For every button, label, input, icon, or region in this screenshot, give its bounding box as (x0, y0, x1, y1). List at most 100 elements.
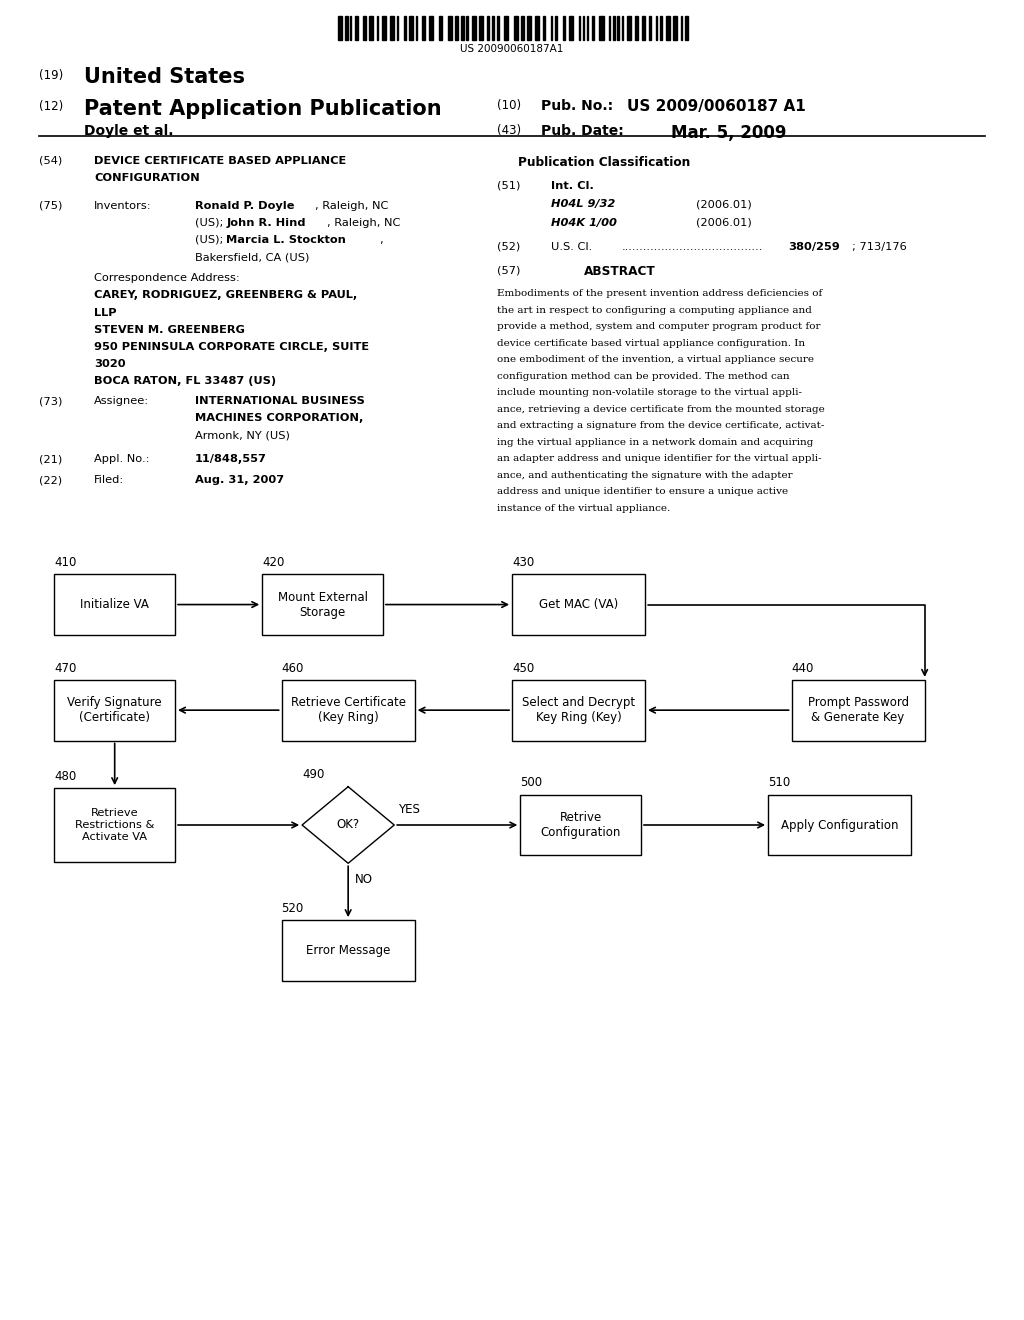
Bar (404, 16, 407, 40)
Bar (345, 16, 348, 40)
Text: (43): (43) (497, 124, 521, 137)
Text: (2006.01): (2006.01) (696, 199, 752, 210)
Text: Appl. No.:: Appl. No.: (94, 454, 150, 465)
Text: 490: 490 (302, 768, 325, 781)
Text: instance of the virtual appliance.: instance of the virtual appliance. (497, 503, 670, 512)
Bar (369, 16, 373, 40)
Text: include mounting non-volatile storage to the virtual appli-: include mounting non-volatile storage to… (497, 388, 802, 397)
Bar (492, 16, 494, 40)
Text: 460: 460 (282, 661, 304, 675)
Bar (521, 16, 524, 40)
Text: 420: 420 (262, 556, 285, 569)
Text: Select and Decrypt
Key Ring (Key): Select and Decrypt Key Ring (Key) (522, 696, 635, 725)
Text: Get MAC (VA): Get MAC (VA) (539, 598, 618, 611)
Text: .......................................: ....................................... (622, 242, 763, 252)
Bar (486, 16, 488, 40)
Text: Apply Configuration: Apply Configuration (781, 818, 898, 832)
Text: STEVEN M. GREENBERG: STEVEN M. GREENBERG (94, 325, 245, 335)
Bar (792, 680, 925, 741)
Text: John R. Hind: John R. Hind (226, 218, 306, 228)
Text: Doyle et al.: Doyle et al. (84, 124, 173, 139)
Text: Armonk, NY (US): Armonk, NY (US) (195, 430, 290, 441)
Text: 510: 510 (768, 776, 791, 789)
Bar (505, 16, 509, 40)
Bar (613, 16, 614, 40)
Text: MACHINES CORPORATION,: MACHINES CORPORATION, (195, 413, 362, 424)
Text: (12): (12) (39, 100, 63, 114)
Text: NO: NO (355, 873, 374, 886)
Bar (555, 16, 557, 40)
Bar (514, 16, 518, 40)
Text: CAREY, RODRIGUEZ, GREENBERG & PAUL,: CAREY, RODRIGUEZ, GREENBERG & PAUL, (94, 290, 357, 301)
Bar (617, 16, 618, 40)
Bar (520, 795, 641, 855)
Text: (51): (51) (497, 181, 520, 191)
Bar (54, 680, 175, 741)
Text: United States: United States (84, 67, 245, 87)
Bar (447, 16, 452, 40)
Text: YES: YES (398, 803, 420, 816)
Bar (655, 16, 656, 40)
Bar (472, 16, 476, 40)
Text: 430: 430 (512, 556, 535, 569)
Text: (75): (75) (39, 201, 62, 211)
Text: 500: 500 (520, 776, 543, 789)
Text: (54): (54) (39, 156, 62, 166)
Text: 480: 480 (54, 770, 77, 783)
Bar (685, 16, 688, 40)
Text: 440: 440 (792, 661, 814, 675)
Bar (636, 16, 639, 40)
Text: Patent Application Publication: Patent Application Publication (84, 99, 441, 119)
Bar (512, 680, 645, 741)
Text: H04L 9/32: H04L 9/32 (551, 199, 615, 210)
Bar (622, 16, 624, 40)
Text: Marcia L. Stockton: Marcia L. Stockton (226, 235, 346, 246)
Bar (768, 795, 911, 855)
Bar (627, 16, 631, 40)
Text: BOCA RATON, FL 33487 (US): BOCA RATON, FL 33487 (US) (94, 376, 276, 387)
Text: provide a method, system and computer program product for: provide a method, system and computer pr… (497, 322, 820, 331)
Bar (439, 16, 442, 40)
Bar (466, 16, 468, 40)
Text: Initialize VA: Initialize VA (80, 598, 150, 611)
Text: Bakersfield, CA (US): Bakersfield, CA (US) (195, 252, 309, 263)
Text: Mount External
Storage: Mount External Storage (278, 590, 368, 619)
Bar (362, 16, 366, 40)
Text: US 20090060187A1: US 20090060187A1 (461, 44, 563, 54)
Text: the art in respect to configuring a computing appliance and: the art in respect to configuring a comp… (497, 305, 811, 314)
Text: (19): (19) (39, 69, 63, 82)
Bar (378, 16, 379, 40)
Text: 450: 450 (512, 661, 535, 675)
Text: Pub. No.:: Pub. No.: (541, 99, 612, 114)
Text: CONFIGURATION: CONFIGURATION (94, 173, 200, 183)
Text: Filed:: Filed: (94, 475, 125, 486)
Text: , Raleigh, NC: , Raleigh, NC (315, 201, 389, 211)
Bar (512, 574, 645, 635)
Bar (660, 16, 663, 40)
Bar (455, 16, 458, 40)
Bar (568, 16, 572, 40)
Text: US 2009/0060187 A1: US 2009/0060187 A1 (627, 99, 806, 114)
Bar (338, 16, 342, 40)
Bar (355, 16, 358, 40)
Text: U.S. Cl.: U.S. Cl. (551, 242, 592, 252)
Bar (527, 16, 531, 40)
Text: ABSTRACT: ABSTRACT (584, 265, 655, 279)
Bar (479, 16, 483, 40)
Text: 950 PENINSULA CORPORATE CIRCLE, SUITE: 950 PENINSULA CORPORATE CIRCLE, SUITE (94, 342, 370, 352)
Bar (416, 16, 418, 40)
Text: Aug. 31, 2007: Aug. 31, 2007 (195, 475, 284, 486)
Text: Correspondence Address:: Correspondence Address: (94, 273, 240, 284)
Text: , Raleigh, NC: , Raleigh, NC (327, 218, 400, 228)
Bar (551, 16, 552, 40)
Text: (22): (22) (39, 475, 62, 486)
Text: one embodiment of the invention, a virtual appliance secure: one embodiment of the invention, a virtu… (497, 355, 814, 364)
Text: (57): (57) (497, 265, 520, 276)
Text: configuration method can be provided. The method can: configuration method can be provided. Th… (497, 371, 790, 380)
Bar (461, 16, 464, 40)
Bar (609, 16, 610, 40)
Bar (422, 16, 425, 40)
Text: an adapter address and unique identifier for the virtual appli-: an adapter address and unique identifier… (497, 454, 821, 463)
Text: Embodiments of the present invention address deficiencies of: Embodiments of the present invention add… (497, 289, 822, 298)
Bar (583, 16, 584, 40)
